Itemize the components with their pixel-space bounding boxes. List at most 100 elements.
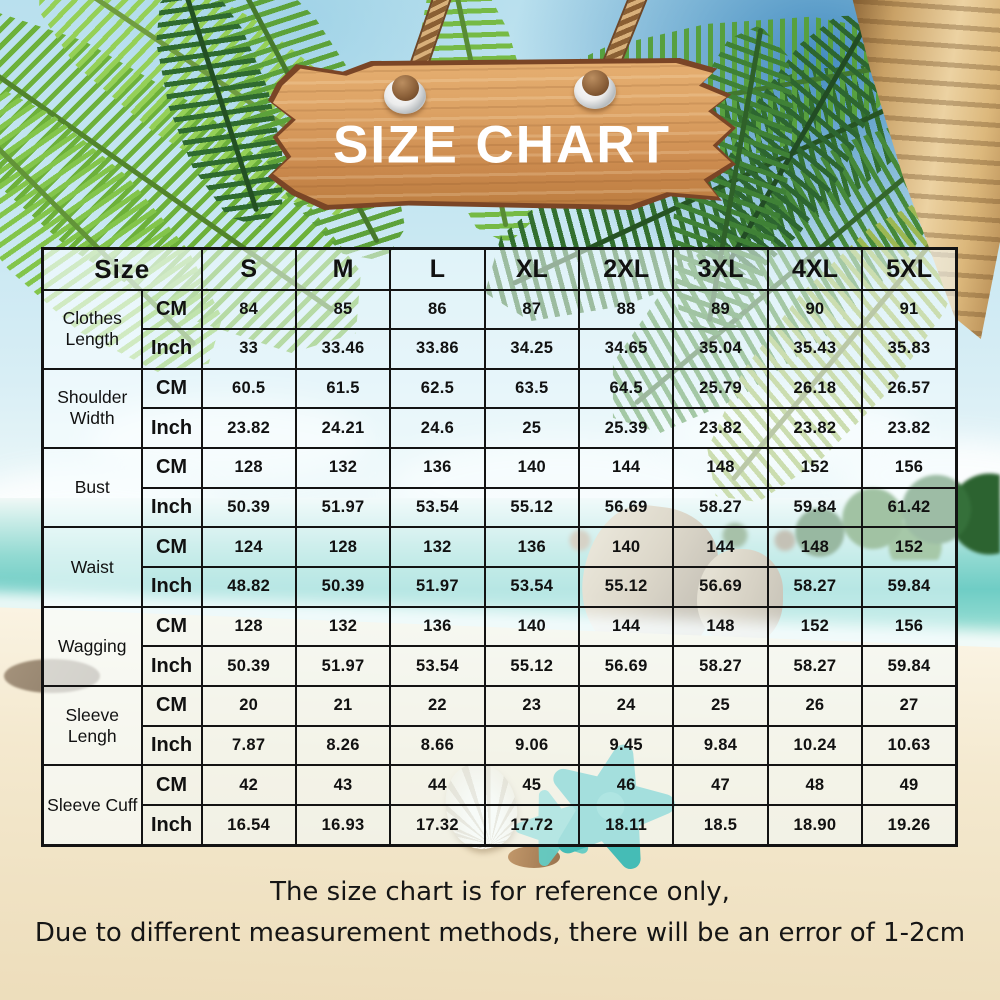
measurement-value: 87	[483, 288, 581, 331]
measurement-value: 56.69	[577, 486, 675, 529]
measurement-value: 48	[766, 764, 864, 807]
measurement-value: 26.18	[766, 367, 864, 410]
measurement-value: 23.82	[861, 407, 958, 450]
size-column-header: M	[294, 247, 392, 291]
measurement-value: 61.5	[294, 367, 392, 410]
measurement-value: 16.93	[294, 804, 392, 847]
unit-label: CM	[140, 685, 203, 727]
measurement-value: 91	[861, 288, 958, 331]
size-column-header: 2XL	[577, 247, 675, 291]
table-row: Inch 23.82 24.21 24.6 25 25.39 23.82 23.82 23.82	[43, 407, 958, 450]
unit-label: Inch	[140, 328, 203, 370]
measurement-label: Sleeve Lengh	[41, 685, 143, 767]
measurement-value: 33	[200, 328, 297, 370]
measurement-value: 55.12	[483, 645, 581, 688]
measurement-value: 24	[577, 685, 675, 727]
measurement-value: 51.97	[389, 566, 486, 608]
measurement-value: 9.06	[483, 724, 581, 767]
measurement-value: 148	[766, 526, 864, 569]
table-row: Inch 7.87 8.26 8.66 9.06 9.45 9.84 10.24 10.63	[43, 724, 958, 767]
measurement-value: 18.90	[766, 804, 864, 847]
measurement-value: 136	[483, 526, 581, 569]
measurement-value: 58.27	[766, 566, 864, 608]
measurement-value: 156	[861, 605, 958, 648]
measurement-value: 56.69	[577, 645, 675, 688]
measurement-value: 144	[672, 526, 769, 569]
table-row: Clothes Length CM 84 85 86 87 88 89 90 91	[41, 288, 958, 370]
measurement-value: 34.65	[577, 328, 675, 370]
size-column-header: 4XL	[766, 247, 864, 291]
measurement-value: 48.82	[200, 566, 297, 608]
unit-label: Inch	[140, 486, 203, 529]
measurement-value: 34.25	[483, 328, 581, 370]
measurement-value: 152	[861, 526, 958, 569]
measurement-value: 33.46	[294, 328, 392, 370]
measurement-value: 19.26	[861, 804, 958, 847]
measurement-value: 16.54	[200, 804, 297, 847]
grommet-icon	[574, 70, 616, 109]
measurement-value: 22	[389, 685, 486, 727]
measurement-value: 55.12	[577, 566, 675, 608]
measurement-value: 35.83	[861, 328, 958, 370]
sign-title: SIZE CHART	[333, 115, 671, 175]
measurement-value: 152	[766, 447, 864, 489]
caption-line-1: The size chart is for reference only,	[270, 877, 730, 907]
measurement-value: 49	[861, 764, 958, 807]
measurement-value: 89	[672, 288, 769, 331]
measurement-value: 25.79	[672, 367, 769, 410]
measurement-value: 45	[483, 764, 581, 807]
measurement-value: 144	[577, 605, 675, 648]
measurement-value: 60.5	[200, 367, 297, 410]
measurement-value: 47	[672, 764, 769, 807]
table-row: Inch 50.39 51.97 53.54 55.12 56.69 58.27 58.27 5…	[43, 645, 958, 688]
table-row: Shoulder Width CM 60.5 61.5 62.5 63.5 64.5 25.7…	[41, 367, 958, 450]
measurement-value: 124	[200, 526, 297, 569]
measurement-value: 55.12	[483, 486, 581, 529]
measurement-value: 85	[294, 288, 392, 331]
measurement-value: 35.04	[672, 328, 769, 370]
caption: The size chart is for reference only, Du…	[0, 872, 1000, 954]
unit-label: Inch	[140, 645, 203, 688]
unit-label: Inch	[140, 566, 203, 608]
table-row: Waist CM 124 128 132 136 140 144 148 152	[41, 526, 958, 608]
measurement-value: 43	[294, 764, 392, 807]
unit-label: CM	[140, 526, 203, 569]
measurement-value: 25	[483, 407, 581, 450]
measurement-value: 27	[861, 685, 958, 727]
measurement-value: 25.39	[577, 407, 675, 450]
table-row: Inch 16.54 16.93 17.32 17.72 18.11 18.5 18.90 19…	[43, 804, 958, 847]
measurement-value: 58.27	[672, 645, 769, 688]
unit-label: CM	[140, 367, 203, 410]
measurement-value: 136	[389, 605, 486, 648]
sign-wood	[273, 63, 731, 205]
measurement-value: 53.54	[389, 645, 486, 688]
size-column-header: 3XL	[672, 247, 769, 291]
measurement-value: 33.86	[389, 328, 486, 370]
measurement-value: 59.84	[861, 566, 958, 608]
measurement-value: 51.97	[294, 486, 392, 529]
measurement-value: 50.39	[200, 645, 297, 688]
table-row: Inch 48.82 50.39 51.97 53.54 55.12 56.69 58.27 5…	[43, 566, 958, 608]
measurement-value: 128	[200, 605, 297, 648]
measurement-value: 46	[577, 764, 675, 807]
measurement-value: 144	[577, 447, 675, 489]
measurement-value: 156	[861, 447, 958, 489]
measurement-value: 132	[294, 605, 392, 648]
measurement-value: 17.32	[389, 804, 486, 847]
measurement-value: 140	[483, 447, 581, 489]
measurement-value: 53.54	[389, 486, 486, 529]
table-row: Wagging CM 128 132 136 140 144 148 152 156	[41, 605, 958, 688]
measurement-value: 50.39	[294, 566, 392, 608]
size-chart-table-wrap: Size S M L XL 2XL 3XL 4XL 5XL Clothes Length CM 84 8…	[41, 247, 958, 847]
measurement-value: 53.54	[483, 566, 581, 608]
measurement-value: 50.39	[200, 486, 297, 529]
measurement-label: Shoulder Width	[41, 367, 143, 450]
unit-label: CM	[140, 605, 203, 648]
measurement-value: 61.42	[861, 486, 958, 529]
measurement-value: 17.72	[483, 804, 581, 847]
measurement-value: 51.97	[294, 645, 392, 688]
measurement-value: 140	[483, 605, 581, 648]
measurement-value: 90	[766, 288, 864, 331]
size-header-cell: Size	[41, 247, 203, 291]
